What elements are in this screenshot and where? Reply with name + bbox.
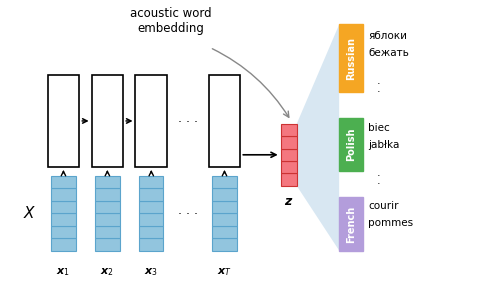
Text: pommes: pommes [368, 218, 413, 228]
Bar [139, 188, 163, 201]
Bar [92, 75, 123, 167]
Bar [339, 197, 363, 251]
Bar [139, 213, 163, 226]
Bar [139, 226, 163, 238]
Text: $X$: $X$ [22, 205, 36, 221]
Bar [281, 161, 297, 173]
Bar [51, 226, 76, 238]
Bar [212, 213, 237, 226]
Bar [339, 118, 363, 171]
Bar [139, 176, 163, 188]
Bar [139, 201, 163, 213]
Bar [212, 188, 237, 201]
Text: яблоки: яблоки [368, 31, 407, 41]
Text: $\boldsymbol{x}_3$: $\boldsymbol{x}_3$ [144, 266, 158, 278]
Bar [95, 238, 120, 251]
Bar [281, 149, 297, 161]
Text: ·
·: · · [376, 171, 380, 189]
Bar [212, 238, 237, 251]
Bar [281, 173, 297, 186]
Text: courir: courir [368, 201, 399, 211]
Text: бежать: бежать [368, 48, 409, 58]
Bar [95, 188, 120, 201]
Bar [48, 75, 79, 167]
Text: French: French [346, 205, 356, 242]
Polygon shape [297, 24, 339, 251]
Text: $\boldsymbol{z}$: $\boldsymbol{z}$ [284, 195, 293, 208]
Bar [139, 238, 163, 251]
Bar [51, 188, 76, 201]
Bar [209, 75, 241, 167]
Text: jabłka: jabłka [368, 141, 400, 150]
Bar [51, 213, 76, 226]
Bar [51, 176, 76, 188]
Bar [281, 124, 297, 136]
Text: $\boldsymbol{x}_T$: $\boldsymbol{x}_T$ [217, 266, 232, 278]
Bar [212, 226, 237, 238]
Bar [95, 213, 120, 226]
Bar [135, 75, 167, 167]
Text: $\boldsymbol{x}_2$: $\boldsymbol{x}_2$ [101, 266, 114, 278]
Text: acoustic word
embedding: acoustic word embedding [130, 7, 212, 35]
Text: $\boldsymbol{x}_1$: $\boldsymbol{x}_1$ [57, 266, 70, 278]
Text: · · ·: · · · [178, 208, 198, 221]
Bar [281, 136, 297, 149]
Bar [51, 238, 76, 251]
Text: ·
·: · · [376, 79, 380, 97]
Text: · · ·: · · · [178, 116, 198, 129]
Bar [212, 176, 237, 188]
Bar [212, 201, 237, 213]
Text: biec: biec [368, 123, 390, 133]
Text: Polish: Polish [346, 128, 356, 162]
Bar [339, 24, 363, 92]
Bar [95, 176, 120, 188]
Bar [51, 201, 76, 213]
Bar [95, 226, 120, 238]
Text: Russian: Russian [346, 37, 356, 80]
Bar [95, 201, 120, 213]
